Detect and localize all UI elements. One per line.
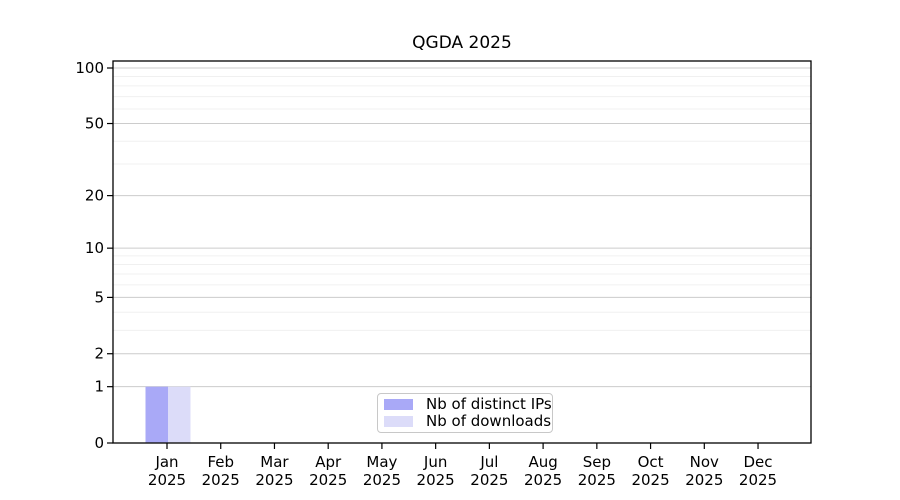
legend-item-downloads: Nb of downloads xyxy=(384,413,551,429)
y-tick-label: 50 xyxy=(85,115,104,133)
bar-downloads xyxy=(168,386,191,443)
y-tick-label: 0 xyxy=(94,434,104,452)
bar-distinct-ips xyxy=(145,386,168,443)
x-tick-label: Apr 2025 xyxy=(309,453,347,489)
x-tick-label: Nov 2025 xyxy=(685,453,723,489)
x-tick-label: Dec 2025 xyxy=(739,453,777,489)
y-tick-label: 20 xyxy=(85,187,104,205)
legend-label-downloads: Nb of downloads xyxy=(426,411,552,430)
legend-swatch-downloads xyxy=(384,415,413,427)
x-tick-label: Feb 2025 xyxy=(202,453,240,489)
chart-title: QGDA 2025 xyxy=(412,33,512,53)
x-tick-label: Jun 2025 xyxy=(417,453,455,489)
y-tick-label: 2 xyxy=(94,345,104,363)
y-tick-label: 5 xyxy=(94,288,104,306)
plot-frame xyxy=(112,60,812,444)
x-tick-label: Mar 2025 xyxy=(255,453,293,489)
legend: Nb of distinct IPs Nb of downloads xyxy=(377,393,553,433)
y-tick-label: 10 xyxy=(85,239,104,257)
x-tick-label: Jul 2025 xyxy=(470,453,508,489)
legend-item-distinct-ips: Nb of distinct IPs xyxy=(384,397,552,413)
legend-label-distinct-ips: Nb of distinct IPs xyxy=(426,395,552,414)
x-tick-label: Sep 2025 xyxy=(578,453,616,489)
x-tick-label: May 2025 xyxy=(363,453,401,489)
x-tick-label: Jan 2025 xyxy=(148,453,186,489)
y-tick-label: 1 xyxy=(94,378,104,396)
x-tick-label: Aug 2025 xyxy=(524,453,562,489)
legend-swatch-distinct-ips xyxy=(384,399,413,411)
y-tick-label: 100 xyxy=(75,59,104,77)
x-tick-label: Oct 2025 xyxy=(631,453,669,489)
